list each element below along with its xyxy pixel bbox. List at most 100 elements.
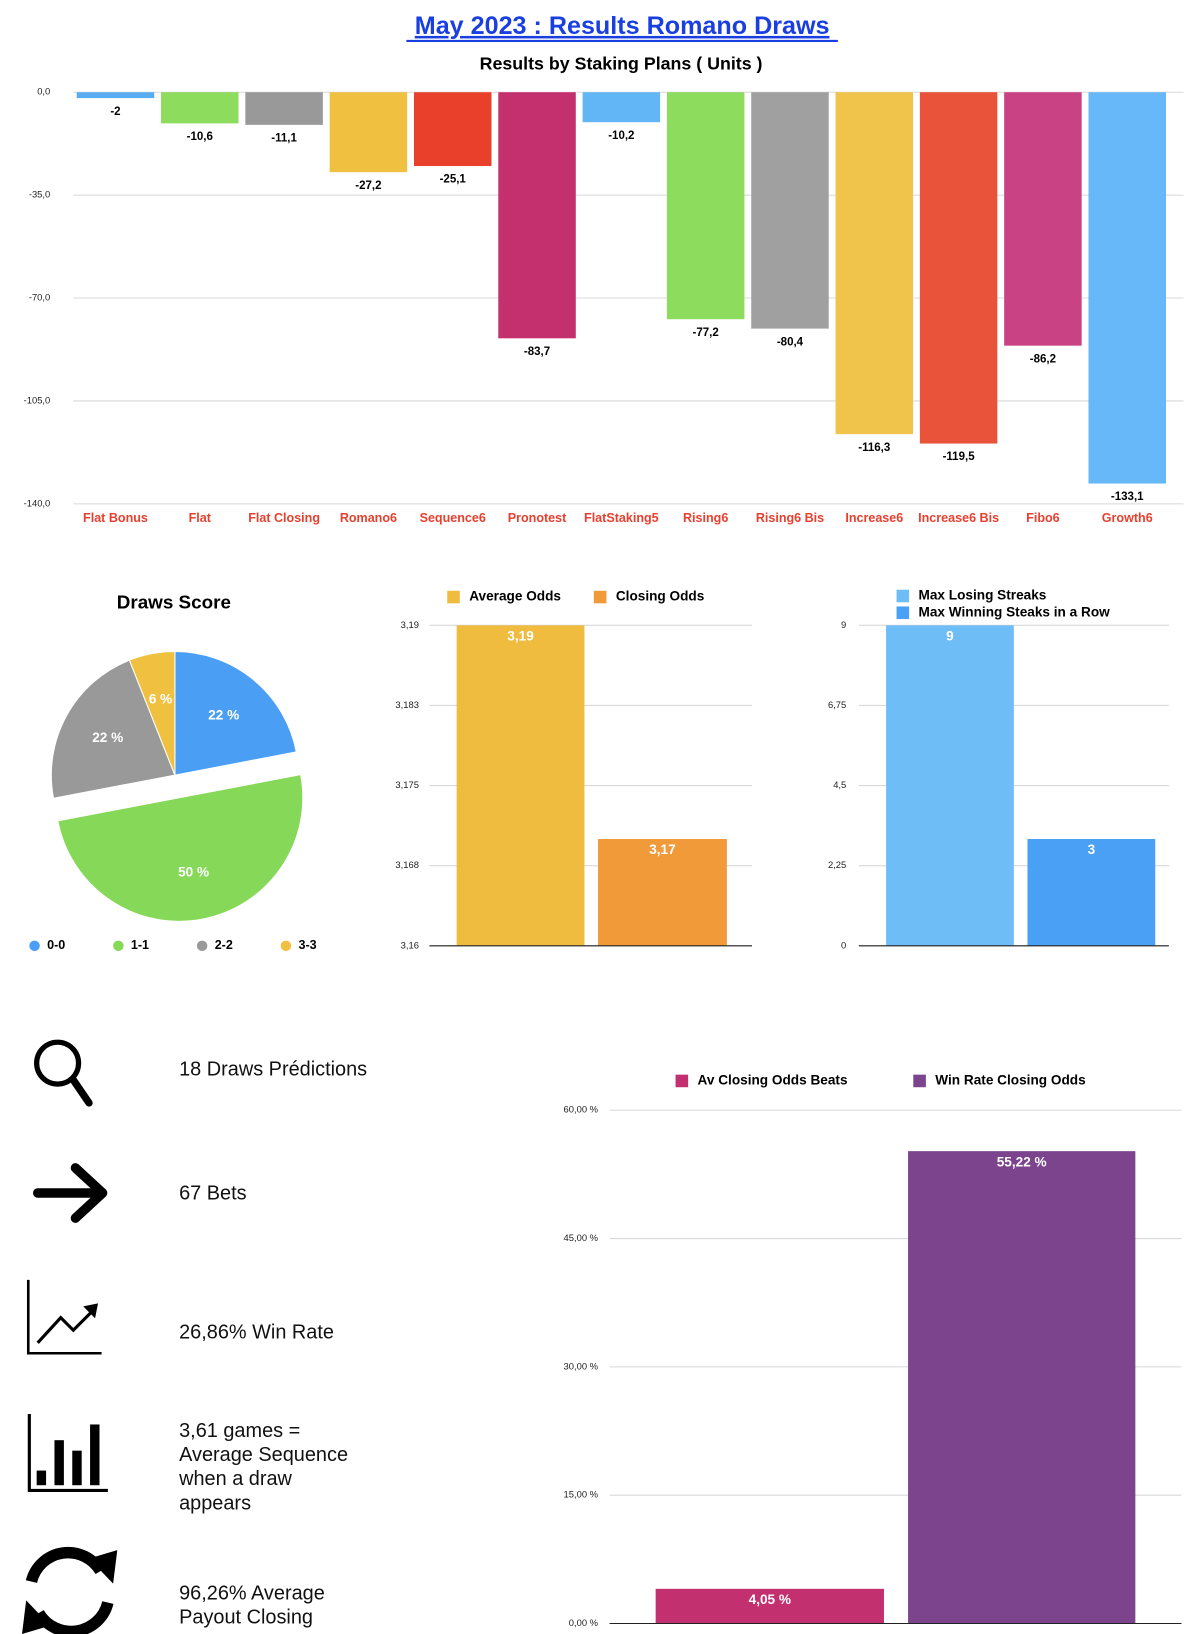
value-label: -11,1 [271,133,297,145]
y-tick-label: 60,00 % [564,1104,599,1115]
bar [598,838,727,946]
value-label: -116,3 [858,442,890,454]
value-label: 3,19 [507,628,534,643]
bar [1027,838,1156,946]
y-tick-label: 3,16 [401,939,419,950]
x-tick-label: Sequence6 [420,511,486,525]
x-tick-label: Fibo6 [1026,511,1059,525]
legend-swatch [113,940,124,952]
bar [76,92,155,99]
bar [582,92,661,123]
bar [751,92,829,329]
x-tick-label: Rising6 [683,511,728,525]
stat-block: 26,86% Win Rate [179,1321,334,1344]
legend-swatch [593,590,607,604]
y-tick-label: 2,25 [828,859,846,870]
bar [456,625,585,946]
page-title[interactable]: May 2023 : Results Romano Draws [415,12,830,40]
bar [908,1151,1136,1624]
chart-title: Draws Score [117,591,231,612]
x-tick-label: Romano6 [340,511,397,525]
y-tick-label: -140,0 [24,497,51,508]
stat-block: 3,61 games = Average Sequence when a dra… [179,1420,349,1515]
value-label: 3 [1088,842,1096,857]
trend-icon [26,1279,102,1355]
y-tick-label: 3,175 [395,779,419,790]
chart-title: Results by Staking Plans ( Units ) [480,54,763,74]
value-label: -86,2 [1030,353,1056,365]
bar [329,92,408,173]
legend-label: 1-1 [131,938,149,952]
slice-label: 22 % [208,708,239,723]
x-tick-label: Flat [189,511,212,525]
bar [655,1588,884,1624]
y-tick-label: 30,00 % [564,1360,599,1371]
pie-slice [128,650,176,776]
value-label: -10,6 [187,131,213,143]
arrow-icon [32,1163,108,1223]
stat-text: 3,61 games = Average Sequence when a dra… [179,1420,349,1515]
legend-swatch [447,590,460,604]
bar [1004,92,1082,346]
value-label: -27,2 [355,180,381,192]
pie-slice [57,773,304,922]
value-label: -83,7 [524,346,550,358]
y-tick-label: 3,183 [395,699,419,710]
refresh-icon [21,1546,118,1634]
y-tick-label: 3,19 [401,619,419,630]
stat-text: 26,86% Win Rate [179,1321,334,1344]
slice-label: 22 % [92,730,123,745]
y-tick-label: 4,5 [833,779,846,790]
y-tick-label: -35,0 [29,189,50,200]
slice-label: 50 % [178,865,209,880]
x-tick-label: Pronotest [508,511,567,525]
pie-slice [174,650,297,776]
legend-swatch [29,940,40,952]
pie-slice [50,659,176,799]
y-tick-label: -70,0 [29,292,50,303]
legend-swatch [280,940,292,952]
y-tick-label: 3,168 [395,859,419,870]
legend-swatch [913,1074,926,1088]
value-label: -10,2 [608,130,634,142]
legend-label: 3-3 [299,938,317,952]
legend-label: Win Rate Closing Odds [935,1073,1086,1088]
bar [1088,92,1166,484]
stat-block: 96,26% Average Payout Closing [179,1582,325,1629]
x-tick-label: Flat Closing [248,511,320,525]
y-tick-label: 0,00 % [569,1617,599,1628]
y-tick-label: 0 [841,939,846,950]
legend-swatch [675,1074,689,1088]
legend-label: Max Winning Steaks in a Row [919,604,1111,619]
stat-block: 18 Draws Prédictions [179,1059,367,1081]
bar [835,92,914,435]
legend-label: Av Closing Odds Beats [698,1073,848,1088]
slice-label: 6 % [149,691,172,706]
legend-label: 2-2 [215,938,233,952]
stat-text: 96,26% Average Payout Closing [179,1582,325,1629]
value-label: 3,17 [649,842,676,857]
value-label: -80,4 [777,336,804,348]
bar [161,92,239,124]
bar [413,92,492,167]
value-label: -119,5 [943,451,976,463]
y-tick-label: 6,75 [828,699,846,710]
legend-swatch [896,606,910,620]
x-tick-label: FlatStaking5 [584,511,659,525]
value-label: -25,1 [440,174,467,186]
bar [498,92,576,339]
stat-text: 67 Bets [179,1182,247,1205]
y-tick-label: 0,0 [37,86,50,97]
y-tick-label: 15,00 % [564,1489,599,1500]
x-tick-label: Increase6 Bis [918,511,999,525]
legend-label: Max Losing Streaks [919,588,1047,603]
x-tick-label: Growth6 [1102,511,1153,525]
value-label: 55,22 % [997,1154,1047,1169]
x-tick-label: Increase6 [845,511,903,525]
bars-icon [27,1413,108,1493]
legend-label: Closing Odds [616,589,705,604]
legend-label: 0-0 [47,938,65,952]
value-label: -77,2 [693,327,719,339]
x-tick-label: Rising6 Bis [756,511,824,525]
